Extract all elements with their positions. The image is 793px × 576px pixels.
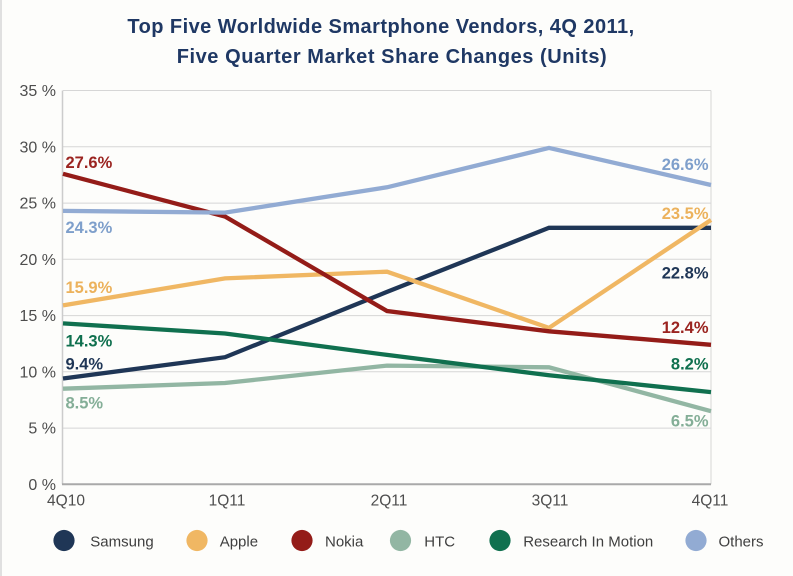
svg-text:6.5%: 6.5%: [671, 413, 709, 431]
svg-text:1Q11: 1Q11: [209, 493, 246, 510]
svg-text:12.4%: 12.4%: [662, 319, 709, 337]
svg-text:Top Five Worldwide Smartphone: Top Five Worldwide Smartphone Vendors, 4…: [127, 16, 634, 38]
svg-text:Others: Others: [719, 534, 764, 551]
svg-text:Research In Motion: Research In Motion: [523, 534, 653, 551]
svg-text:HTC: HTC: [424, 534, 455, 551]
svg-text:14.3%: 14.3%: [66, 333, 113, 351]
svg-text:8.2%: 8.2%: [671, 355, 709, 373]
svg-text:Nokia: Nokia: [325, 534, 364, 551]
svg-text:2Q11: 2Q11: [371, 493, 408, 510]
svg-text:15 %: 15 %: [20, 308, 56, 325]
svg-text:5 %: 5 %: [28, 421, 56, 438]
svg-text:20 %: 20 %: [20, 252, 56, 269]
svg-text:30 %: 30 %: [20, 139, 56, 156]
svg-text:3Q11: 3Q11: [532, 493, 569, 510]
svg-text:8.5%: 8.5%: [66, 394, 104, 412]
svg-text:23.5%: 23.5%: [662, 205, 709, 223]
svg-text:24.3%: 24.3%: [66, 219, 113, 237]
svg-text:22.8%: 22.8%: [662, 264, 709, 282]
svg-text:26.6%: 26.6%: [662, 156, 709, 174]
svg-text:Samsung: Samsung: [90, 534, 153, 551]
svg-text:9.4%: 9.4%: [66, 356, 104, 374]
svg-text:Five Quarter Market Share Chan: Five Quarter Market Share Changes (Units…: [177, 46, 607, 68]
svg-text:35 %: 35 %: [20, 83, 56, 100]
svg-text:27.6%: 27.6%: [66, 154, 113, 172]
svg-text:Apple: Apple: [220, 534, 258, 551]
svg-text:25 %: 25 %: [20, 196, 56, 213]
svg-text:4Q10: 4Q10: [47, 493, 85, 510]
svg-text:10 %: 10 %: [20, 364, 56, 381]
svg-text:0 %: 0 %: [28, 477, 56, 494]
svg-text:15.9%: 15.9%: [66, 279, 113, 297]
svg-text:4Q11: 4Q11: [692, 493, 729, 510]
